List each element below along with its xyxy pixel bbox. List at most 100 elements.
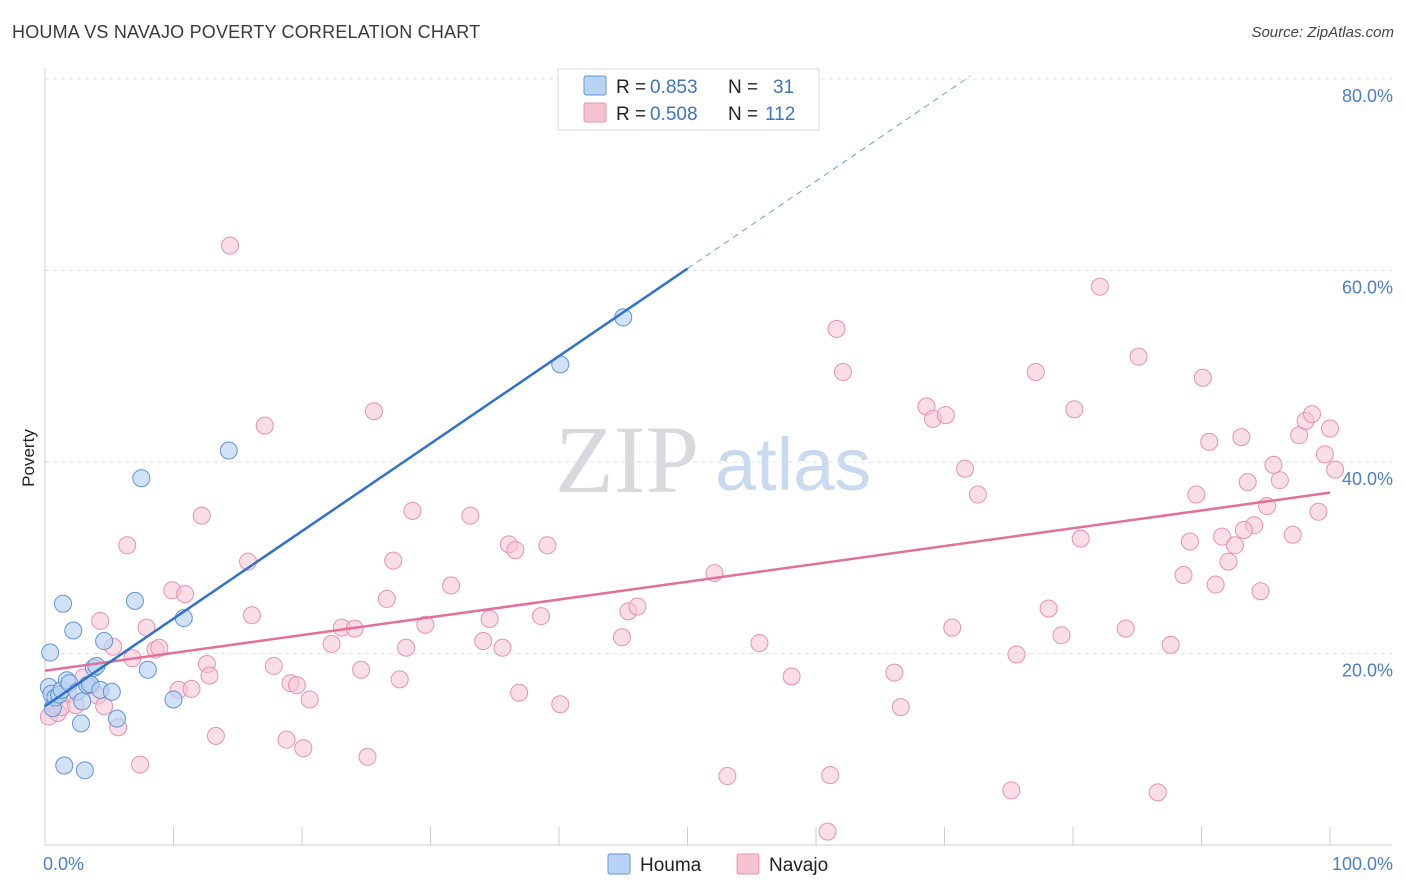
navajo-point xyxy=(364,402,383,421)
navajo-point xyxy=(782,667,801,686)
navajo-point xyxy=(827,319,846,338)
houma-r-value: 0.853 xyxy=(650,77,698,98)
navajo-point xyxy=(1219,552,1238,571)
watermark: ZIP atlas xyxy=(555,406,871,513)
navajo-n-label: N = xyxy=(728,104,758,125)
navajo-point xyxy=(206,726,225,745)
navajo-point xyxy=(1234,520,1253,539)
gridlines xyxy=(45,78,1392,654)
houma-point xyxy=(95,632,114,651)
navajo-point xyxy=(1321,419,1339,438)
navajo-point xyxy=(1326,460,1345,479)
houma-point xyxy=(75,761,94,780)
houma-trendline xyxy=(44,267,689,708)
y-tick-label: 80.0% xyxy=(1342,86,1393,106)
navajo-point xyxy=(390,670,409,689)
navajo-point xyxy=(294,739,313,758)
navajo-point xyxy=(551,695,570,714)
navajo-point xyxy=(474,632,493,651)
navajo-point xyxy=(1225,536,1244,555)
navajo-point xyxy=(1065,400,1084,419)
navajo-point xyxy=(628,597,647,616)
navajo-point xyxy=(1309,502,1328,521)
navajo-point xyxy=(182,679,201,698)
navajo-point xyxy=(510,683,529,702)
navajo-point xyxy=(936,406,955,425)
watermark-zip: ZIP xyxy=(555,406,699,513)
navajo-point xyxy=(1206,575,1225,594)
navajo-point xyxy=(1174,565,1193,584)
navajo-point xyxy=(480,610,499,629)
navajo-point xyxy=(718,767,737,786)
y-tick-label: 60.0% xyxy=(1342,278,1393,298)
houma-point xyxy=(107,709,126,728)
stats-legend: R = 0.853 N = 31 R = 0.508 N = 112 xyxy=(557,68,820,131)
navajo-point xyxy=(192,506,211,525)
houma-point xyxy=(71,714,90,733)
navajo-r-value: 0.508 xyxy=(650,104,698,125)
legend-navajo-swatch xyxy=(736,853,760,875)
navajo-point xyxy=(968,485,987,504)
x-tick-labels: 0.0% 100.0% xyxy=(43,854,1393,874)
navajo-point xyxy=(221,236,240,255)
houma-point xyxy=(41,643,60,662)
houma-n-label: N = xyxy=(728,77,758,98)
navajo-point xyxy=(1251,582,1270,601)
navajo-point xyxy=(1026,362,1045,381)
x-tick-label: 0.0% xyxy=(43,854,84,874)
x-tick-label: 100.0% xyxy=(1332,854,1393,874)
navajo-point xyxy=(255,416,274,435)
trendlines xyxy=(44,75,1331,708)
navajo-point xyxy=(1052,626,1071,645)
navajo-point xyxy=(493,638,512,657)
navajo-point xyxy=(200,666,219,685)
houma-swatch xyxy=(583,75,607,96)
navajo-point xyxy=(532,607,551,626)
chart-title: HOUMA VS NAVAJO POVERTY CORRELATION CHAR… xyxy=(12,22,481,42)
y-tick-label: 20.0% xyxy=(1342,661,1393,681)
navajo-point xyxy=(1007,645,1026,664)
navajo-point xyxy=(1193,368,1212,387)
navajo-point xyxy=(264,656,283,675)
navajo-point xyxy=(1213,527,1232,546)
navajo-trendline xyxy=(44,491,1331,672)
houma-point xyxy=(64,621,83,640)
navajo-point xyxy=(750,633,769,652)
navajo-point xyxy=(403,501,422,520)
navajo-point xyxy=(397,638,416,657)
source-credit: Source: ZipAtlas.com xyxy=(1251,24,1394,41)
navajo-point xyxy=(818,822,837,841)
navajo-r-label: R = xyxy=(616,104,646,125)
y-axis-label: Poverty xyxy=(19,429,38,487)
series-legend: Houma Navajo xyxy=(607,853,828,876)
navajo-point xyxy=(358,747,377,766)
watermark-atlas: atlas xyxy=(715,423,871,506)
navajo-point xyxy=(377,589,396,608)
houma-point xyxy=(102,682,121,701)
houma-point xyxy=(164,690,183,709)
navajo-point xyxy=(1002,781,1021,800)
navajo-point xyxy=(277,730,296,749)
navajo-point xyxy=(833,362,852,381)
legend-houma-label: Houma xyxy=(640,855,702,876)
navajo-point xyxy=(538,536,557,555)
navajo-point xyxy=(1200,432,1219,451)
y-tick-label: 40.0% xyxy=(1342,469,1393,489)
navajo-point xyxy=(91,611,110,630)
navajo-point xyxy=(242,606,261,625)
navajo-point xyxy=(461,506,480,525)
navajo-point xyxy=(1283,525,1302,544)
navajo-point xyxy=(821,766,840,785)
navajo-point xyxy=(352,660,371,679)
navajo-point xyxy=(176,585,195,604)
navajo-point xyxy=(1187,485,1206,504)
navajo-point xyxy=(384,551,403,570)
navajo-point xyxy=(943,618,962,637)
navajo-point xyxy=(322,634,341,653)
navajo-point xyxy=(1129,347,1148,366)
navajo-point xyxy=(300,690,319,709)
houma-point xyxy=(53,594,72,613)
navajo-point xyxy=(1238,473,1257,492)
navajo-point xyxy=(891,698,910,717)
